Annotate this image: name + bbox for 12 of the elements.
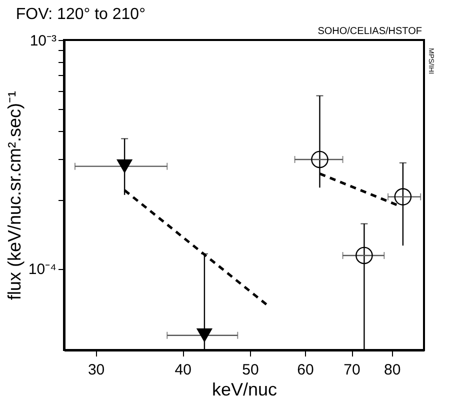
text: SOHO/CELIAS/HSTOF: [318, 26, 422, 37]
x-tick-label: 60: [297, 362, 314, 378]
x-tick-label: 30: [88, 362, 105, 378]
x-tick-label: 80: [384, 362, 401, 378]
chart-title: FOV: 120° to 210°: [16, 6, 146, 23]
x-tick-label: 50: [242, 362, 259, 378]
x-tick-label: 40: [174, 362, 192, 378]
x-axis-title: keV/nuc: [212, 380, 278, 400]
y-tick-label: 10⁻⁴: [28, 261, 56, 278]
y-axis-title: flux (keV/nuc.sr.cm².sec)⁻¹: [4, 90, 24, 300]
y-tick-label: 10⁻³: [30, 32, 56, 50]
x-tick-label: 70: [344, 362, 360, 378]
